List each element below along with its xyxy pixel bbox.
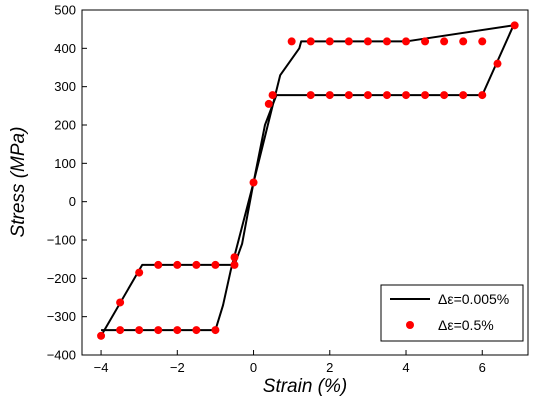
series-point bbox=[510, 21, 519, 30]
x-tick-label: 2 bbox=[326, 360, 333, 375]
y-tick-label: 400 bbox=[54, 41, 76, 56]
series-point bbox=[478, 91, 487, 100]
series-point bbox=[192, 326, 201, 335]
y-tick-label: 200 bbox=[54, 118, 76, 133]
y-tick-label: 300 bbox=[54, 79, 76, 94]
legend-label-line: Δε=0.005% bbox=[438, 291, 509, 307]
series-point bbox=[421, 37, 430, 46]
series-point bbox=[478, 37, 487, 46]
series-point bbox=[264, 99, 273, 108]
series-point bbox=[344, 91, 353, 100]
legend-dot-swatch bbox=[406, 321, 414, 329]
plot-frame bbox=[81, 9, 529, 356]
x-axis-label: Strain (%) bbox=[263, 376, 347, 397]
series-point bbox=[135, 268, 144, 277]
series-point bbox=[440, 37, 449, 46]
series-point bbox=[402, 91, 411, 100]
y-axis-label: Stress (MPa) bbox=[8, 127, 29, 238]
x-tick-label: 6 bbox=[479, 360, 486, 375]
y-tick-label: 500 bbox=[54, 3, 76, 18]
legend-box bbox=[380, 284, 524, 342]
series-point bbox=[173, 326, 182, 335]
series-point bbox=[344, 37, 353, 46]
series-point bbox=[459, 91, 468, 100]
y-tick-label: −100 bbox=[47, 233, 76, 248]
series-point bbox=[306, 91, 315, 100]
y-tick-label: −300 bbox=[47, 309, 76, 324]
x-tick-label: −4 bbox=[94, 360, 109, 375]
y-tick-label: 0 bbox=[69, 194, 76, 209]
plot-area: −4 −2 0 2 4 6 −400 −300 −200 −100 0 100 200 300 400 50… bbox=[47, 3, 529, 375]
series-point bbox=[116, 326, 125, 335]
series-point bbox=[135, 326, 144, 335]
series-point bbox=[154, 326, 163, 335]
y-tick-label: 100 bbox=[54, 156, 76, 171]
series-point bbox=[249, 178, 258, 187]
series-point bbox=[287, 37, 296, 46]
x-tick-label: −2 bbox=[170, 360, 185, 375]
series-point bbox=[211, 326, 220, 335]
series-point bbox=[192, 260, 201, 269]
y-tick-label: −200 bbox=[47, 271, 76, 286]
series-point bbox=[97, 331, 106, 340]
series-point bbox=[363, 91, 372, 100]
x-tick-label: 4 bbox=[402, 360, 409, 375]
series-point bbox=[493, 59, 502, 68]
legend: Δε=0.005% Δε=0.5% bbox=[380, 284, 524, 342]
series-point bbox=[116, 298, 125, 307]
x-axis-ticks: −4 −2 0 2 4 6 bbox=[94, 350, 486, 375]
series-point bbox=[402, 37, 411, 46]
series-point bbox=[440, 91, 449, 100]
series-point bbox=[230, 253, 239, 262]
series-layer bbox=[97, 21, 519, 340]
series-point bbox=[230, 260, 239, 269]
series-point bbox=[325, 37, 334, 46]
series-point bbox=[154, 260, 163, 269]
series-line-0 bbox=[100, 24, 515, 337]
x-tick-label: 0 bbox=[250, 360, 257, 375]
series-point bbox=[459, 37, 468, 46]
series-point bbox=[268, 91, 277, 100]
y-tick-label: −400 bbox=[47, 348, 76, 363]
series-point bbox=[382, 91, 391, 100]
series-point bbox=[211, 260, 220, 269]
series-point bbox=[325, 91, 334, 100]
y-axis-ticks: −400 −300 −200 −100 0 100 200 300 400 500 bbox=[47, 3, 87, 363]
series-point bbox=[382, 37, 391, 46]
series-point bbox=[363, 37, 372, 46]
legend-label-scatter: Δε=0.5% bbox=[438, 317, 494, 333]
series-point bbox=[306, 37, 315, 46]
series-point bbox=[173, 260, 182, 269]
series-point bbox=[421, 91, 430, 100]
